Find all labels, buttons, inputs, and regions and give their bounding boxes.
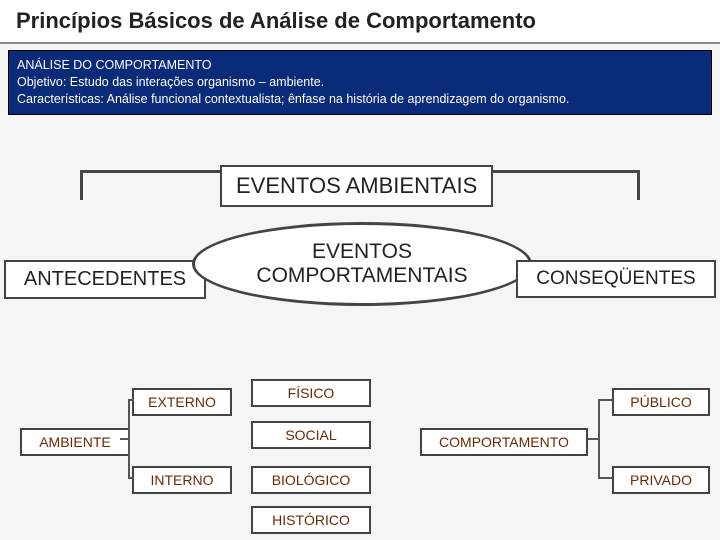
antecedentes-box: ANTECEDENTES bbox=[4, 260, 206, 299]
ellipse-line1: EVENTOS bbox=[312, 240, 412, 264]
summary-heading: ANÁLISE DO COMPORTAMENTO bbox=[17, 57, 703, 74]
eventos-comportamentais-ellipse: EVENTOS COMPORTAMENTAIS bbox=[192, 222, 532, 306]
biologico-box: BIOLÓGICO bbox=[251, 466, 371, 494]
publico-box: PÚBLICO bbox=[612, 388, 710, 416]
connector-line bbox=[598, 399, 600, 479]
analysis-summary-box: ANÁLISE DO COMPORTAMENTO Objetivo: Estud… bbox=[8, 50, 712, 115]
fisico-box: FÍSICO bbox=[251, 379, 371, 407]
connector-line bbox=[598, 399, 612, 401]
page-title: Princípios Básicos de Análise de Comport… bbox=[0, 0, 720, 44]
privado-box: PRIVADO bbox=[612, 466, 710, 494]
ambiente-box: AMBIENTE bbox=[20, 428, 130, 456]
eventos-ambientais-box: EVENTOS AMBIENTAIS bbox=[220, 165, 493, 207]
comportamento-box: COMPORTAMENTO bbox=[420, 428, 588, 456]
interno-box: INTERNO bbox=[132, 466, 232, 494]
historico-box: HISTÓRICO bbox=[251, 506, 371, 534]
consequentes-box: CONSEQÜENTES bbox=[516, 260, 716, 298]
connector-line bbox=[588, 438, 598, 440]
ellipse-line2: COMPORTAMENTAIS bbox=[256, 264, 467, 288]
connector-line bbox=[120, 438, 130, 440]
social-box: SOCIAL bbox=[251, 421, 371, 449]
externo-box: EXTERNO bbox=[132, 388, 232, 416]
summary-caracteristicas: Características: Análise funcional conte… bbox=[17, 91, 703, 108]
summary-objetivo: Objetivo: Estudo das interações organism… bbox=[17, 74, 703, 91]
connector-line bbox=[598, 477, 612, 479]
